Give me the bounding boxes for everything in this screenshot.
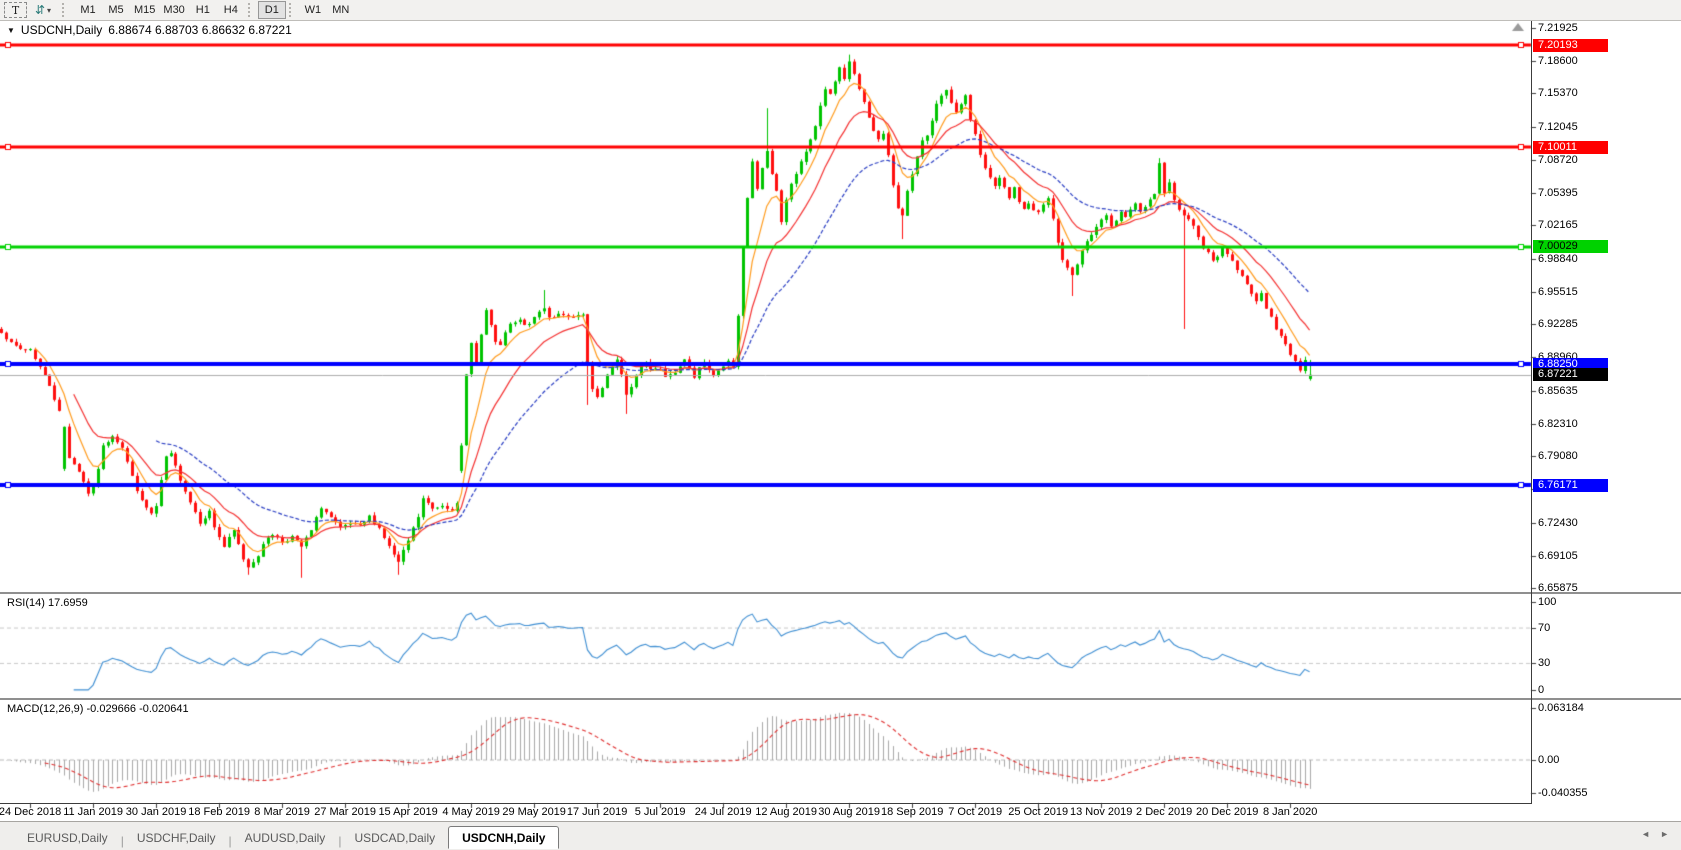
rsi-tick-label: 30 <box>1538 657 1551 670</box>
price-tick-label: 7.21925 <box>1538 22 1578 34</box>
timeframe-button-mn[interactable]: MN <box>332 4 350 16</box>
price-line-badge: 6.87221 <box>1533 368 1608 382</box>
text-tool-button[interactable]: T <box>4 2 27 18</box>
price-tick-label: 6.65875 <box>1538 582 1578 594</box>
date-tick-label: 11 Jan 2019 <box>63 806 123 818</box>
sync-charts-button[interactable]: ⇵ ▾ <box>29 1 57 19</box>
toolbar: T ⇵ ▾ M1 M5 M15 M30 H1 H4 D1 W1 MN <box>0 0 1681 21</box>
macd-label: MACD(12,26,9) -0.029666 -0.020641 <box>7 703 189 715</box>
price-tick-label: 6.92285 <box>1538 318 1578 331</box>
price-tick-label: 6.69105 <box>1538 549 1578 562</box>
chart-title: ▼ USDCNH,Daily 6.88674 6.88703 6.86632 6… <box>7 23 292 37</box>
price-tick-label: 6.98840 <box>1538 252 1578 265</box>
price-tick-label: 6.79080 <box>1538 450 1578 463</box>
date-tick-label: 15 Apr 2019 <box>378 806 438 818</box>
price-axis-line[interactable] <box>1531 20 1532 804</box>
date-tick-label: 25 Oct 2019 <box>1008 806 1069 818</box>
sync-arrows-icon: ⇵ <box>34 3 46 17</box>
price-tick-label: 6.85635 <box>1538 384 1578 397</box>
rsi-tick-label: 0 <box>1538 684 1545 696</box>
date-tick-label: 8 Jan 2020 <box>1262 806 1318 818</box>
price-line-badge: 6.76171 <box>1533 478 1608 492</box>
date-tick-label: 18 Feb 2019 <box>188 806 250 818</box>
price-tick-label: 6.95515 <box>1538 285 1578 298</box>
timeframe-button-m1[interactable]: M1 <box>80 4 96 16</box>
date-tick-label: 7 Oct 2019 <box>948 806 1003 818</box>
date-tick-label: 2 Dec 2019 <box>1136 806 1193 818</box>
timeframe-button-h4[interactable]: H4 <box>223 4 238 16</box>
price-tick-label: 7.18600 <box>1538 55 1578 68</box>
price-line-badge: 6.88250 <box>1533 357 1608 371</box>
date-tick-label: 27 Mar 2019 <box>314 806 376 818</box>
tab-divider: | <box>228 834 232 848</box>
symbol-tab-usdcad[interactable]: USDCAD,Daily <box>354 831 436 845</box>
macd-tick-label: 0.063184 <box>1538 702 1584 715</box>
date-tick-label: 13 Nov 2019 <box>1069 806 1133 818</box>
rsi-tick-label: 100 <box>1538 595 1557 608</box>
tab-scroll-right-icon[interactable]: ► <box>1660 829 1669 839</box>
price-line-badge: 7.20193 <box>1533 38 1608 52</box>
ohlc-values: 6.88674 6.88703 6.86632 6.87221 <box>108 23 292 37</box>
date-tick-label: 24 Jul 2019 <box>694 806 752 818</box>
rsi-macd-splitter[interactable] <box>0 698 1681 700</box>
chevron-down-icon[interactable]: ▾ <box>47 5 52 15</box>
symbol-period-label: USDCNH,Daily <box>20 23 103 37</box>
timeframe-button-m15[interactable]: M15 <box>134 4 156 16</box>
price-tick-label: 6.82310 <box>1538 417 1578 430</box>
tab-scroll-arrows: ◄ ► <box>1641 829 1669 839</box>
tab-divider: | <box>338 834 342 848</box>
symbol-tab-audusd[interactable]: AUDUSD,Daily <box>244 831 326 845</box>
date-tick-label: 4 May 2019 <box>442 806 500 818</box>
toolbar-grip <box>288 3 296 17</box>
rsi-tick-label: 70 <box>1538 622 1551 635</box>
timeframe-button-w1[interactable]: W1 <box>304 4 322 16</box>
timeframe-button-h1[interactable]: H1 <box>195 4 210 16</box>
symbol-tab-usdchf[interactable]: USDCHF,Daily <box>136 831 216 845</box>
macd-tick-label: 0.00 <box>1538 754 1560 766</box>
toolbar-grip <box>62 3 69 17</box>
date-tick-label: 8 Mar 2019 <box>254 806 310 818</box>
price-tick-label: 7.15370 <box>1538 87 1578 100</box>
price-line-badge: 7.10011 <box>1533 140 1608 154</box>
date-tick-label: 18 Sep 2019 <box>880 806 944 818</box>
date-tick-label: 24 Dec 2018 <box>0 806 62 818</box>
tab-divider: | <box>120 834 124 848</box>
main-rsi-splitter[interactable] <box>0 592 1681 594</box>
timeframe-button-m5[interactable]: M5 <box>108 4 124 16</box>
date-tick-label: 20 Dec 2019 <box>1195 806 1259 818</box>
price-tick-label: 7.02165 <box>1538 219 1578 232</box>
date-tick-label: 30 Jan 2019 <box>125 806 187 818</box>
date-tick-label: 29 May 2019 <box>502 806 566 818</box>
price-tick-label: 6.72430 <box>1538 516 1578 529</box>
macd-tick-label: -0.040355 <box>1538 787 1588 800</box>
price-tick-label: 7.12045 <box>1538 120 1578 133</box>
price-tick-label: 7.08720 <box>1538 153 1578 166</box>
rsi-label: RSI(14) 17.6959 <box>7 597 88 609</box>
timeframe-group: M1 M5 M15 M30 H1 H4 D1 W1 MN <box>74 1 355 19</box>
timeframe-button-m30[interactable]: M30 <box>163 4 185 16</box>
price-tick-label: 7.05395 <box>1538 187 1578 200</box>
date-tick-label: 5 Jul 2019 <box>634 806 686 818</box>
date-tick-label: 30 Aug 2019 <box>818 806 881 818</box>
symbol-tab-eurusd[interactable]: EURUSD,Daily <box>27 831 108 845</box>
macd-bottom-border <box>0 803 1532 804</box>
symbol-tab-usdcnh[interactable]: USDCNH,Daily <box>448 826 560 849</box>
collapse-caret-icon[interactable]: ▼ <box>7 25 15 35</box>
date-tick-label: 12 Aug 2019 <box>755 806 818 818</box>
tab-scroll-left-icon[interactable]: ◄ <box>1641 829 1651 839</box>
toolbar-grip <box>247 3 255 17</box>
symbol-tab-bar: EURUSD,Daily | USDCHF,Daily | AUDUSD,Daily | U… <box>0 821 1681 850</box>
price-line-badge: 7.00029 <box>1533 240 1608 254</box>
timeframe-button-d1[interactable]: D1 <box>257 1 286 19</box>
date-tick-label: 17 Jun 2019 <box>566 806 628 818</box>
